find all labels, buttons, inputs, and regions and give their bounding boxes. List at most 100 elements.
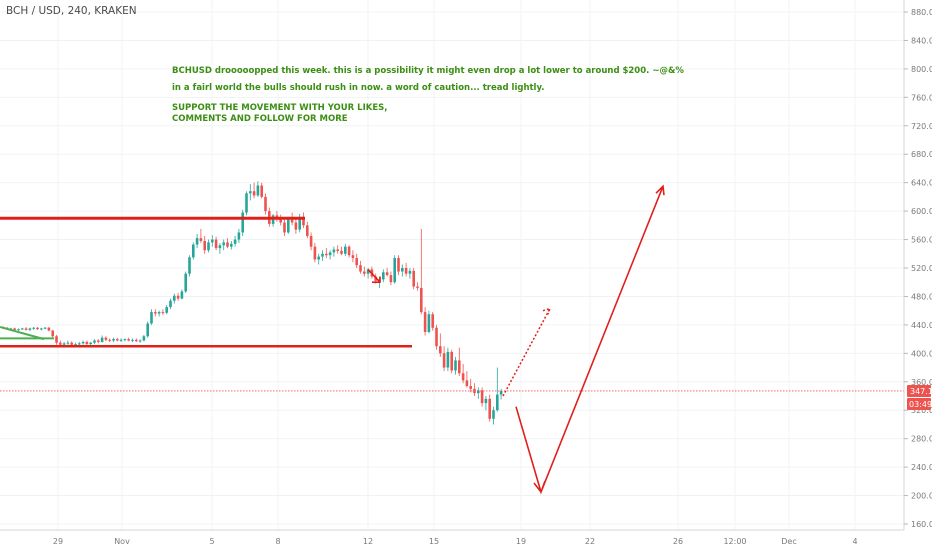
price-tick-label: 880.0 (911, 8, 932, 17)
symbol-title[interactable]: BCH / USD, 240, KRAKEN (6, 5, 137, 17)
candle-body (104, 337, 108, 340)
candle-body (138, 340, 142, 342)
last-price-label: 347.1 (910, 387, 932, 396)
candle (344, 243, 347, 256)
projection-arrow[interactable] (515, 184, 665, 495)
candle (211, 235, 214, 247)
candle-body (47, 327, 51, 331)
candle (146, 321, 149, 338)
candle (340, 246, 343, 256)
price-tick-label: 840.0 (911, 36, 932, 45)
candle (81, 340, 85, 345)
candle (249, 184, 252, 201)
candle (21, 327, 24, 330)
candle (499, 388, 503, 400)
last-price-badge (907, 384, 931, 397)
candle-body (142, 336, 146, 341)
candle (138, 339, 142, 343)
candle-body (203, 240, 206, 251)
candle-body (359, 265, 362, 272)
candle (401, 264, 404, 277)
price-tick-label: 560.0 (911, 236, 932, 245)
candle-body (499, 391, 503, 395)
candle (336, 245, 339, 254)
price-tick-label: 320.0 (911, 406, 932, 415)
candle-body (298, 216, 301, 230)
candle-body (420, 287, 423, 313)
candle-body (458, 360, 461, 374)
drawing-layer (0, 184, 904, 495)
candle (283, 218, 286, 236)
time-tick-label: Nov (114, 537, 130, 546)
countdown-badge (907, 397, 931, 410)
price-tick-label: 640.0 (911, 179, 932, 188)
candle-body (347, 246, 351, 256)
candle-body (62, 343, 66, 345)
candle-body (328, 252, 332, 256)
candle-body (116, 339, 119, 341)
time-tick-label: 19 (516, 537, 526, 546)
candle-body (385, 272, 389, 276)
candle-body (59, 342, 62, 345)
candle-body (165, 307, 168, 313)
small-down-arrow[interactable] (367, 268, 381, 284)
candle-body (192, 244, 195, 258)
candle (222, 239, 225, 251)
candle (465, 371, 469, 388)
trend-line-green[interactable] (0, 326, 45, 341)
candle-body (24, 328, 28, 330)
price-tick-label: 680.0 (911, 150, 932, 159)
candle-body (366, 269, 370, 274)
candle-body (317, 256, 320, 260)
candle-body (363, 271, 366, 274)
time-tick-label: 15 (429, 537, 439, 546)
candle-body (408, 270, 412, 274)
candle (439, 333, 442, 357)
candle (233, 236, 237, 247)
candle-body (184, 273, 187, 292)
time-axis[interactable]: 29 Nov 5 8 12 15 19 22 26 12:00 Dec 4 (53, 537, 858, 546)
candle-body (119, 339, 123, 341)
candle (165, 304, 168, 315)
candle-body (477, 390, 480, 394)
candle-body (469, 386, 472, 389)
annotation-text[interactable]: BCHUSD drooooopped this week. this is a … (172, 66, 684, 125)
time-tick-label: 8 (275, 537, 280, 546)
candle-body (112, 339, 115, 341)
price-axis[interactable]: 160.0 200.0 240.0 280.0 320.0 360.0 400.0 440.0… (0, 0, 932, 531)
candle (389, 271, 393, 286)
candle-body (55, 336, 58, 343)
candle (188, 255, 191, 277)
candle-body (135, 339, 138, 342)
candle (427, 310, 431, 334)
candle (47, 327, 51, 332)
candle-body (85, 341, 89, 345)
candle-body (309, 236, 313, 247)
candle-body (207, 242, 210, 251)
candle-body (176, 295, 180, 299)
candle (214, 236, 218, 251)
candle-body (233, 239, 237, 244)
candle-body (287, 219, 290, 233)
candle-body (313, 246, 317, 260)
candle-body (66, 342, 70, 344)
candle (321, 250, 324, 261)
candle-body (237, 232, 241, 240)
candle (108, 338, 111, 342)
candle (252, 182, 256, 199)
dotted-projection-arrow[interactable] (502, 307, 552, 397)
price-tick-label: 720.0 (911, 122, 932, 131)
candle-body (169, 300, 172, 308)
candle-body (496, 394, 499, 411)
candle (119, 338, 123, 342)
candle-body (416, 286, 419, 288)
candle (207, 239, 210, 253)
candle-body (450, 351, 453, 371)
candle-body (218, 245, 222, 249)
candle (237, 228, 241, 244)
candle-body (306, 225, 309, 236)
candle (157, 310, 161, 317)
candle-body (256, 185, 260, 196)
candle (313, 243, 317, 263)
